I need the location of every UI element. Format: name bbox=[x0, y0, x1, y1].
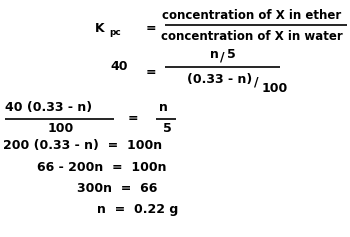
Text: 100: 100 bbox=[262, 82, 288, 95]
Text: (0.33 - n): (0.33 - n) bbox=[187, 73, 252, 86]
Text: 200 (0.33 - n)  =  100n: 200 (0.33 - n) = 100n bbox=[3, 139, 162, 152]
Text: pc: pc bbox=[109, 28, 121, 37]
Text: /: / bbox=[254, 76, 259, 89]
Text: =: = bbox=[145, 22, 156, 35]
Text: concentration of X in ether: concentration of X in ether bbox=[162, 9, 342, 22]
Text: 5: 5 bbox=[227, 48, 236, 60]
Text: 66 - 200n  =  100n: 66 - 200n = 100n bbox=[37, 161, 166, 173]
Text: 5: 5 bbox=[163, 122, 172, 135]
Text: 300n  =  66: 300n = 66 bbox=[77, 182, 158, 195]
Text: n: n bbox=[159, 101, 168, 114]
Text: K: K bbox=[94, 22, 104, 35]
Text: 100: 100 bbox=[47, 122, 74, 135]
Text: n  =  0.22 g: n = 0.22 g bbox=[97, 203, 178, 216]
Text: 40 (0.33 - n): 40 (0.33 - n) bbox=[5, 101, 92, 114]
Text: =: = bbox=[128, 112, 138, 125]
Text: 40: 40 bbox=[110, 60, 128, 73]
Text: concentration of X in water: concentration of X in water bbox=[161, 30, 343, 43]
Text: n: n bbox=[210, 49, 219, 61]
Text: /: / bbox=[220, 51, 224, 64]
Text: =: = bbox=[145, 66, 156, 79]
